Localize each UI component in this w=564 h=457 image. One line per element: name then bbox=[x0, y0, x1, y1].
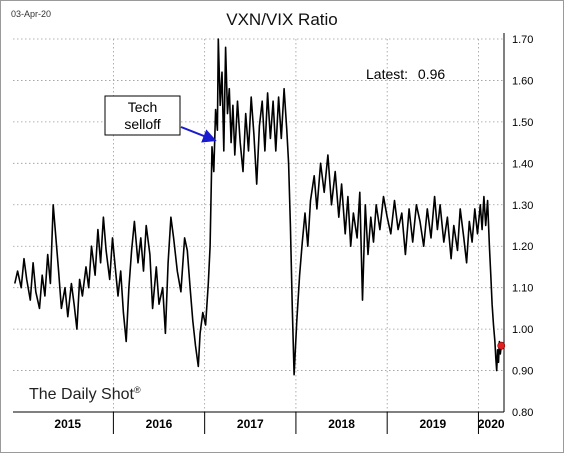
x-tick-label: 2019 bbox=[419, 417, 446, 431]
watermark: The Daily Shot® bbox=[29, 385, 141, 403]
y-tick-label: 1.50 bbox=[512, 117, 533, 129]
y-tick-label: 0.90 bbox=[512, 366, 533, 378]
watermark-mark: ® bbox=[134, 385, 141, 395]
y-axis: 0.80 0.90 1.00 1.10 1.20 1.30 1.40 1.50 1.60 1.70 bbox=[503, 33, 533, 419]
annotation-tech-selloff: Tech selloff bbox=[104, 95, 217, 143]
y-tick-label: 1.30 bbox=[512, 200, 533, 212]
svg-text:Latest: 0.96: Latest: 0.96 bbox=[366, 66, 445, 82]
gridlines bbox=[13, 38, 504, 412]
annotation-line-2: selloff bbox=[124, 116, 160, 132]
annotation-line-1: Tech bbox=[128, 99, 158, 115]
date-label: 03-Apr-20 bbox=[11, 9, 51, 19]
y-tick-label: 1.40 bbox=[512, 158, 533, 170]
x-axis: 2015 2016 2017 2018 2019 2020 bbox=[13, 411, 505, 434]
x-tick-label: 2015 bbox=[54, 417, 81, 431]
y-tick-label: 0.80 bbox=[512, 407, 533, 419]
x-tick-label: 2020 bbox=[478, 417, 505, 431]
x-tick-label: 2018 bbox=[328, 417, 355, 431]
x-tick-label: 2016 bbox=[146, 417, 173, 431]
y-tick-label: 1.20 bbox=[512, 241, 533, 253]
x-tick-label: 2017 bbox=[237, 417, 264, 431]
latest-point-marker bbox=[497, 341, 506, 350]
latest-value: 0.96 bbox=[418, 66, 445, 82]
y-tick-label: 1.00 bbox=[512, 324, 533, 336]
chart-title: VXN/VIX Ratio bbox=[226, 10, 338, 29]
annotation-arrow bbox=[180, 126, 217, 143]
svg-text:The Daily Shot®: The Daily Shot® bbox=[29, 385, 141, 403]
annotation-box bbox=[104, 95, 181, 136]
latest-label-text: Latest: bbox=[366, 66, 408, 82]
y-tick-label: 1.10 bbox=[512, 283, 533, 295]
y-tick-label: 1.70 bbox=[512, 34, 533, 46]
watermark-text: The Daily Shot bbox=[29, 386, 134, 403]
series-line-vxn-vix bbox=[14, 38, 503, 376]
y-tick-label: 1.60 bbox=[512, 75, 533, 87]
latest-label: Latest: 0.96 bbox=[366, 66, 445, 82]
